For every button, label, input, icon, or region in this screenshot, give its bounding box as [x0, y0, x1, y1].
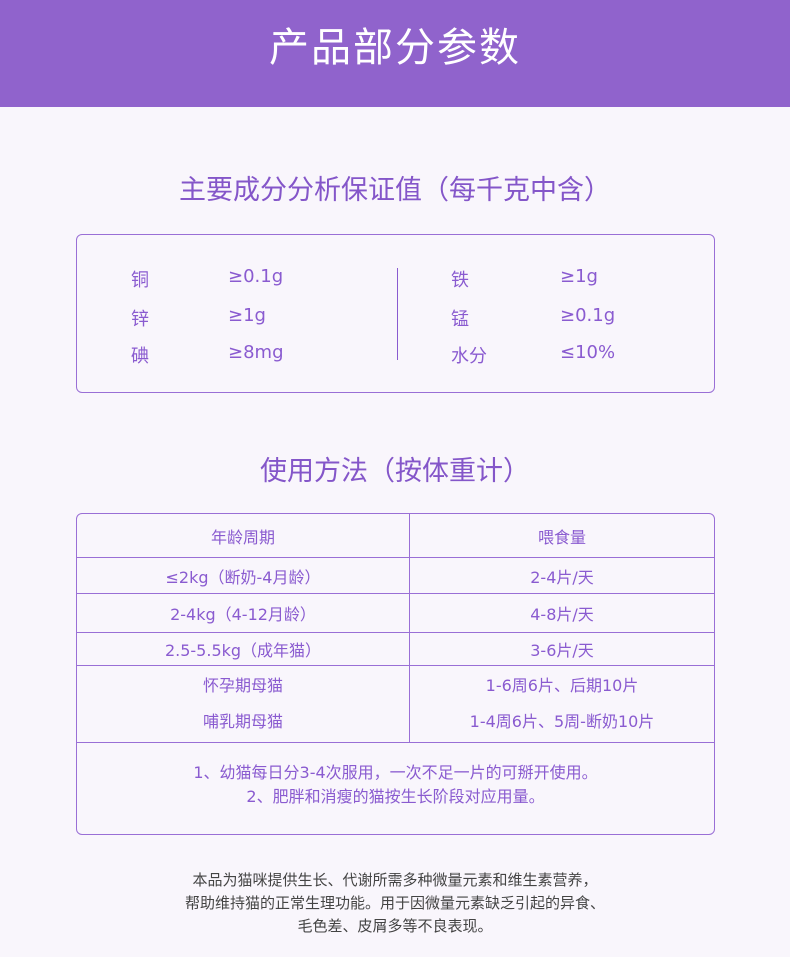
table-row: 2.5-5.5kg（成年猫） 3-6片/天: [77, 633, 714, 666]
spec-name: 铁: [451, 270, 469, 291]
spec-name: 碘: [131, 346, 149, 367]
page-title: 产品部分参数: [269, 25, 521, 71]
description: 本品为猫咪提供生长、代谢所需多种微量元素和维生素营养， 帮助维持猫的正常生理功能…: [0, 869, 790, 938]
notes-row: 1、幼猫每日分3-4次服用，一次不足一片的可掰开使用。 2、肥胖和消瘦的猫按生长阶…: [77, 743, 714, 834]
age-cell: 怀孕期母猫哺乳期母猫: [77, 666, 410, 743]
column-header: 年龄周期: [77, 514, 410, 558]
description-line: 本品为猫咪提供生长、代谢所需多种微量元素和维生素营养，: [192, 871, 598, 889]
spec-value: ≥0.1g: [228, 266, 284, 287]
dose-line: 1-4周6片、5周-断奶10片: [469, 712, 655, 731]
table-row: 怀孕期母猫哺乳期母猫 1-6周6片、后期10片 1-4周6片、5周-断奶10片: [77, 666, 714, 743]
notes-cell: 1、幼猫每日分3-4次服用，一次不足一片的可掰开使用。 2、肥胖和消瘦的猫按生长阶…: [77, 743, 714, 834]
dose-cell: 1-6周6片、后期10片 1-4周6片、5周-断奶10片: [410, 666, 714, 743]
spec-value: ≥8mg: [228, 342, 284, 363]
dose-cell: 4-8片/天: [410, 594, 714, 633]
table-row: 2-4kg（4-12月龄） 4-8片/天: [77, 594, 714, 633]
age-cell: 2.5-5.5kg（成年猫）: [77, 633, 410, 666]
spec-name: 锌: [131, 309, 149, 330]
note: 2、肥胖和消瘦的猫按生长阶段对应用量。: [246, 787, 545, 806]
dose-line: 1-6周6片、后期10片: [485, 676, 639, 695]
spec-value: ≥0.1g: [560, 305, 616, 326]
age-cell: 2-4kg（4-12月龄）: [77, 594, 410, 633]
age-line: 哺乳期母猫: [202, 712, 283, 731]
guarantee-box: 铜 ≥0.1g 锌 ≥1g 碘 ≥8mg 铁 ≥1g 锰 ≥0.1g 水分 ≤1…: [76, 234, 715, 393]
dose-cell: 3-6片/天: [410, 633, 714, 666]
age-cell: ≤2kg（断奶-4月龄）: [77, 558, 410, 594]
table-header-row: 年龄周期 喂食量: [77, 514, 714, 558]
spec-name: 水分: [451, 346, 487, 367]
guarantee-title: 主要成分分析保证值（每千克中含）: [179, 175, 611, 206]
description-line: 毛色差、皮屑多等不良表现。: [297, 917, 493, 935]
spec-value: ≥1g: [228, 305, 266, 326]
usage-title: 使用方法（按体重计）: [260, 456, 530, 487]
spec-name: 铜: [131, 270, 149, 291]
divider: [397, 268, 398, 360]
table-row: ≤2kg（断奶-4月龄） 2-4片/天: [77, 558, 714, 594]
usage-table: 年龄周期 喂食量 ≤2kg（断奶-4月龄） 2-4片/天 2-4kg（4-12月…: [76, 513, 715, 835]
dose-cell: 2-4片/天: [410, 558, 714, 594]
spec-value: ≥1g: [560, 266, 598, 287]
description-line: 帮助维持猫的正常生理功能。用于因微量元素缺乏引起的异食、: [184, 894, 605, 912]
age-line: 怀孕期母猫: [202, 676, 283, 695]
spec-name: 锰: [451, 309, 469, 330]
page-header: 产品部分参数: [0, 0, 790, 107]
spec-value: ≤10%: [560, 342, 616, 363]
column-header: 喂食量: [410, 514, 714, 558]
note: 1、幼猫每日分3-4次服用，一次不足一片的可掰开使用。: [193, 763, 598, 782]
